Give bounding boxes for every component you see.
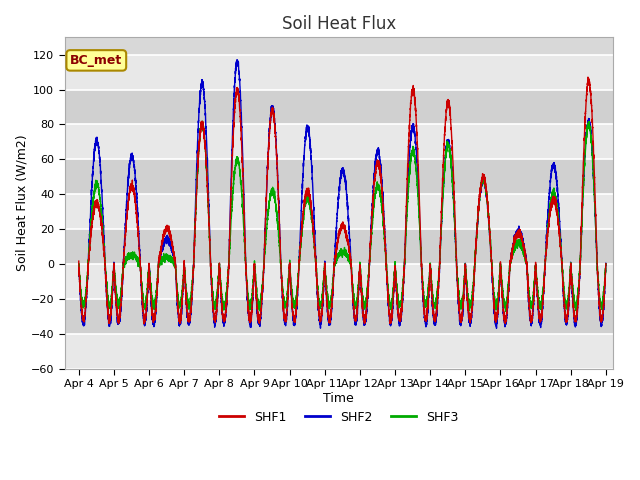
X-axis label: Time: Time [323, 392, 354, 405]
Bar [65, 90, 613, 124]
Legend: SHF1, SHF2, SHF3: SHF1, SHF2, SHF3 [214, 406, 463, 429]
Bar [65, 55, 613, 90]
Bar [65, 264, 613, 299]
Text: BC_met: BC_met [70, 54, 122, 67]
Bar [65, 194, 613, 229]
Y-axis label: Soil Heat Flux (W/m2): Soil Heat Flux (W/m2) [15, 134, 28, 271]
Bar [65, 299, 613, 334]
Bar [65, 159, 613, 194]
Bar [65, 229, 613, 264]
Bar [65, 124, 613, 159]
Title: Soil Heat Flux: Soil Heat Flux [282, 15, 396, 33]
Bar [65, 334, 613, 369]
